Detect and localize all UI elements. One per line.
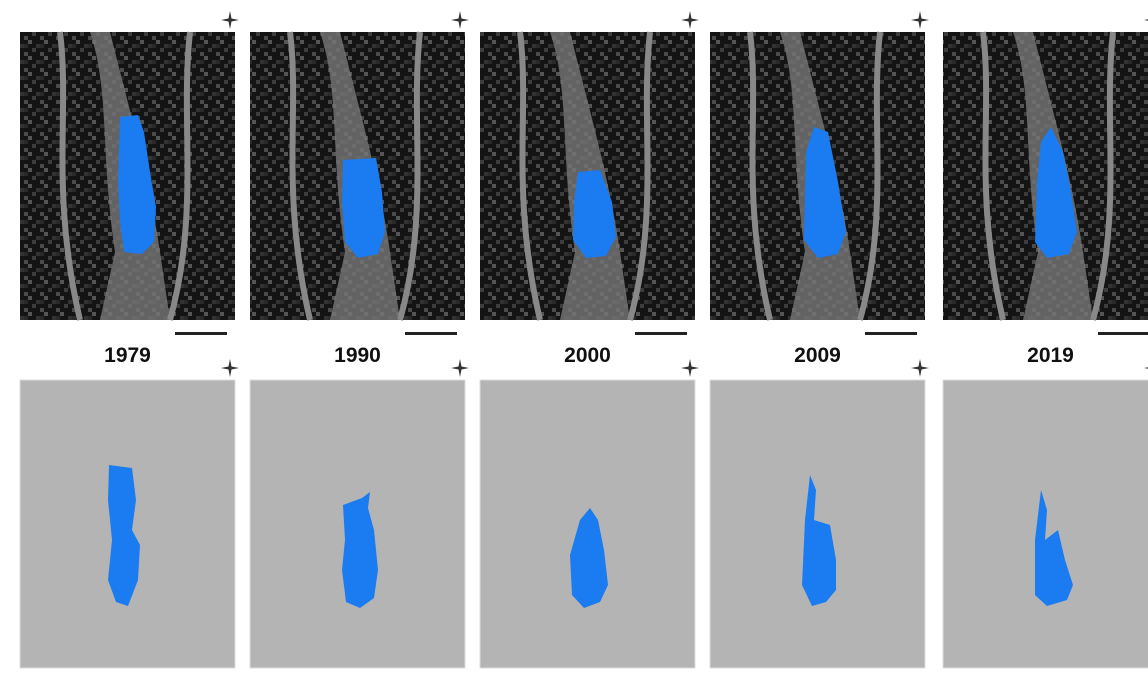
scale-bar bbox=[865, 332, 917, 335]
compass bbox=[221, 359, 239, 377]
compass bbox=[681, 11, 699, 29]
compass bbox=[1144, 359, 1148, 377]
year-label: 2009 bbox=[794, 344, 841, 367]
scale-bar bbox=[1098, 332, 1148, 335]
compass bbox=[911, 11, 929, 29]
year-label: 2000 bbox=[564, 344, 611, 367]
scale-bar bbox=[175, 332, 227, 335]
compass bbox=[681, 359, 699, 377]
year-label: 2019 bbox=[1027, 344, 1074, 367]
lake bbox=[342, 158, 385, 258]
panel: 2019 bbox=[943, 11, 1148, 668]
panel: 1979 bbox=[20, 11, 239, 668]
figure: 1979 1990 2000 2009 2019 bbox=[0, 0, 1148, 681]
page: 19791990200020092019 (() => { const data… bbox=[0, 0, 1148, 681]
compass bbox=[451, 359, 469, 377]
scale-bar bbox=[635, 332, 687, 335]
year-label: 1979 bbox=[104, 344, 151, 367]
panel: 2000 bbox=[480, 11, 699, 668]
compass bbox=[911, 359, 929, 377]
panel: 2009 bbox=[710, 11, 929, 668]
compass bbox=[1144, 11, 1148, 29]
year-label: 1990 bbox=[334, 344, 381, 367]
compass bbox=[451, 11, 469, 29]
compass bbox=[221, 11, 239, 29]
panel: 1990 bbox=[250, 11, 469, 668]
scale-bar bbox=[405, 332, 457, 335]
panels: 1979 1990 2000 2009 2019 bbox=[20, 11, 1148, 668]
